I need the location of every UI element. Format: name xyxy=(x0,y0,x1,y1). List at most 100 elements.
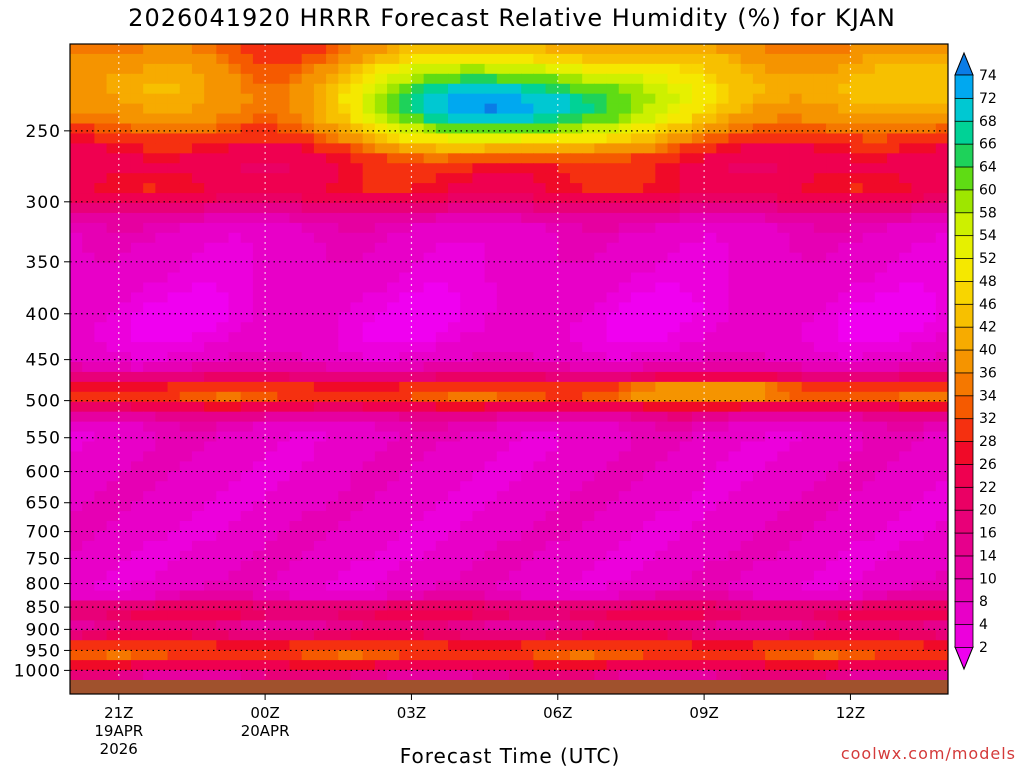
rh-cell xyxy=(411,590,425,602)
rh-cell xyxy=(813,322,827,333)
rh-cell xyxy=(777,570,791,582)
rh-cell xyxy=(643,272,656,284)
rh-cell xyxy=(496,252,510,264)
rh-cell xyxy=(752,660,766,671)
rh-cell xyxy=(594,391,608,403)
rh-cell xyxy=(167,143,181,154)
rh-cell xyxy=(582,342,595,353)
rh-cell xyxy=(862,530,876,542)
rh-cell xyxy=(704,83,717,95)
rh-cell xyxy=(143,441,156,453)
colorbar-swatch xyxy=(954,623,974,648)
rh-cell xyxy=(191,471,205,482)
rh-cell xyxy=(240,401,254,413)
rh-cell xyxy=(411,650,425,661)
rh-cell xyxy=(313,93,327,105)
rh-cell xyxy=(252,481,266,492)
rh-cell xyxy=(533,93,547,105)
rh-cell xyxy=(850,63,864,75)
rh-cell xyxy=(777,203,791,214)
rh-cell xyxy=(118,163,132,174)
rh-cell xyxy=(643,550,656,562)
rh-cell xyxy=(423,521,437,532)
rh-cell xyxy=(874,391,888,403)
rh-cell xyxy=(435,421,449,433)
rh-cell xyxy=(265,630,278,641)
rh-cell xyxy=(874,590,888,602)
rh-cell xyxy=(435,322,449,333)
rh-cell xyxy=(569,262,583,274)
rh-cell xyxy=(82,322,95,333)
rh-cell xyxy=(216,411,230,423)
rh-cell xyxy=(167,640,181,651)
rh-cell xyxy=(155,471,169,482)
rh-cell xyxy=(228,381,242,393)
rh-cell xyxy=(484,441,498,453)
rh-cell xyxy=(338,530,352,542)
rh-cell xyxy=(533,143,547,154)
rh-cell xyxy=(496,451,510,462)
rh-cell xyxy=(533,322,547,333)
rh-cell xyxy=(130,163,144,174)
rh-cell xyxy=(594,590,608,602)
rh-cell xyxy=(155,381,169,393)
rh-cell xyxy=(838,143,852,154)
rh-cell xyxy=(643,401,656,413)
rh-cell xyxy=(777,451,791,462)
rh-cell xyxy=(643,203,656,214)
rh-cell xyxy=(326,163,339,174)
rh-cell xyxy=(106,53,120,65)
rh-cell xyxy=(765,620,778,631)
rh-cell xyxy=(118,471,132,482)
rh-cell xyxy=(277,63,291,75)
rh-cell xyxy=(204,73,217,85)
rh-cell xyxy=(923,550,937,562)
rh-cell xyxy=(94,471,108,482)
rh-cell xyxy=(655,550,669,562)
rh-cell xyxy=(399,113,413,125)
rh-cell xyxy=(423,491,437,502)
rh-cell xyxy=(411,381,425,393)
rh-cell xyxy=(240,133,254,144)
rh-cell xyxy=(143,530,156,542)
rh-cell xyxy=(94,421,108,433)
rh-cell xyxy=(582,491,595,502)
rh-cell xyxy=(326,212,339,224)
rh-cell xyxy=(326,401,339,413)
rh-cell xyxy=(179,550,193,562)
rh-cell xyxy=(569,63,583,75)
rh-cell xyxy=(569,451,583,462)
rh-cell xyxy=(118,401,132,413)
rh-cell xyxy=(350,441,364,453)
rh-cell xyxy=(106,362,120,373)
rh-cell xyxy=(935,262,948,274)
rh-cell xyxy=(691,193,705,204)
rh-cell xyxy=(435,491,449,502)
rh-cell xyxy=(509,143,522,154)
rh-cell xyxy=(484,431,498,443)
rh-cell xyxy=(801,153,815,164)
rh-heatmap xyxy=(70,44,948,694)
rh-cell xyxy=(911,371,925,383)
rh-cell xyxy=(594,282,608,294)
rh-cell xyxy=(752,511,766,522)
rh-cell xyxy=(179,193,193,204)
rh-cell xyxy=(179,600,193,612)
rh-cell xyxy=(448,322,461,333)
rh-cell xyxy=(301,302,315,313)
rh-cell xyxy=(399,491,413,502)
rh-cell xyxy=(801,570,815,582)
rh-cell xyxy=(923,511,937,522)
rh-cell xyxy=(679,511,693,522)
rh-cell xyxy=(252,401,266,413)
rh-cell xyxy=(191,481,205,492)
rh-cell xyxy=(545,570,559,582)
rh-cell xyxy=(94,530,108,542)
rh-cell xyxy=(216,471,230,482)
rh-cell xyxy=(826,640,839,651)
rh-cell xyxy=(643,242,656,254)
rh-cell xyxy=(204,133,217,144)
rh-cell xyxy=(752,44,766,55)
rh-cell xyxy=(326,491,339,502)
rh-cell xyxy=(545,63,559,75)
